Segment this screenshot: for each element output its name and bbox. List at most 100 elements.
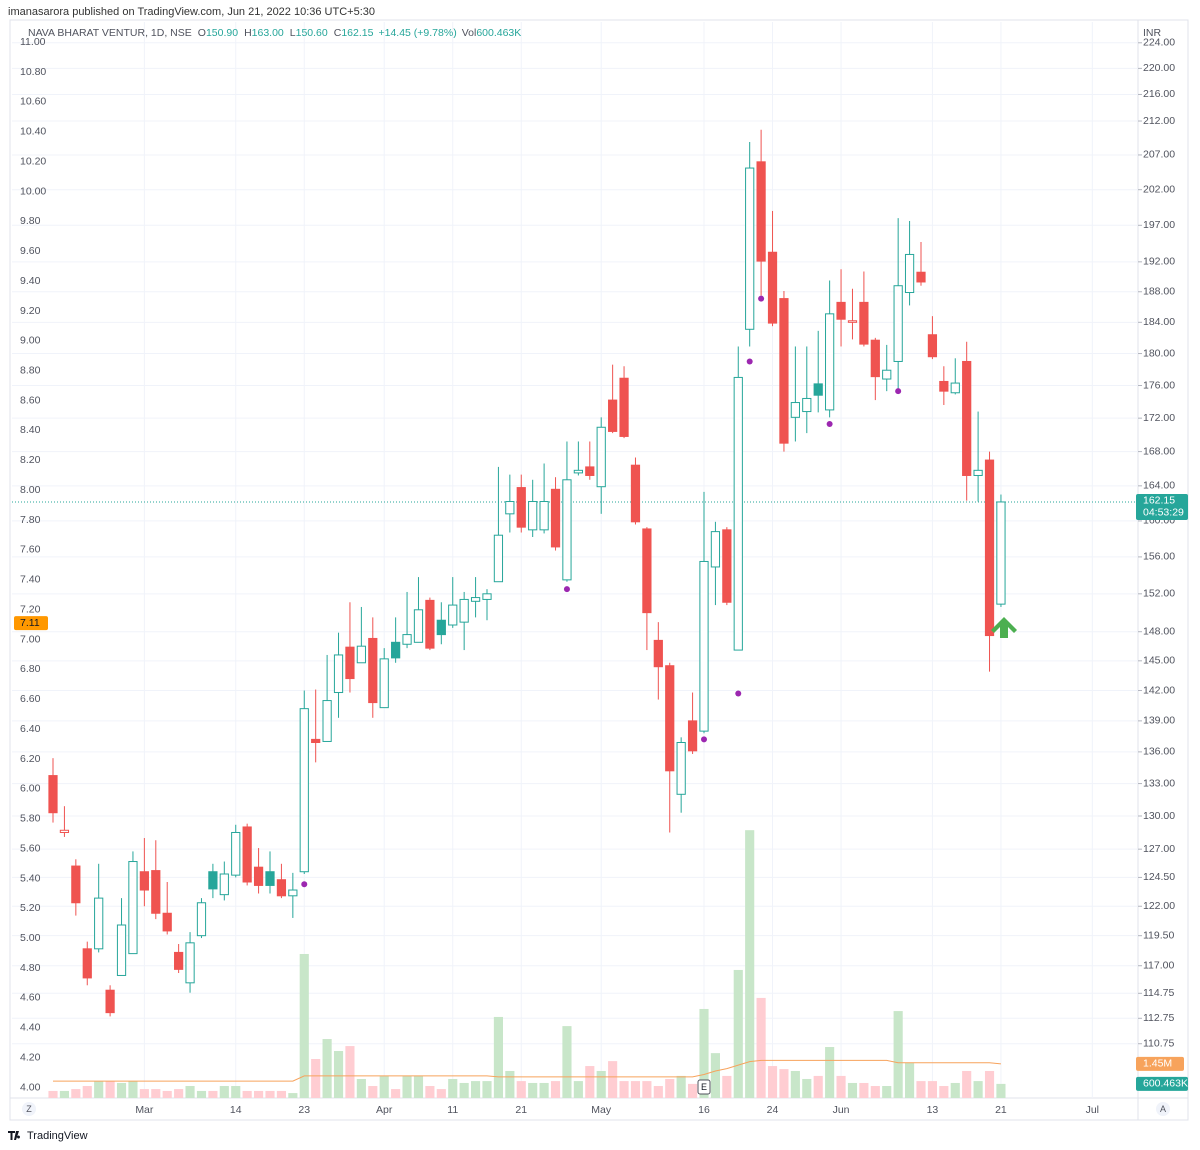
scale-button[interactable]: Z xyxy=(26,1104,32,1114)
y-tick-label: 202.00 xyxy=(1143,183,1175,195)
candle-body xyxy=(482,593,492,600)
candle-body xyxy=(904,253,915,294)
candle-body xyxy=(253,866,264,886)
candle-body xyxy=(219,873,229,896)
candle-body xyxy=(859,301,869,345)
volume-bar xyxy=(688,1083,698,1098)
candle-body xyxy=(71,865,81,904)
candle-body xyxy=(470,597,481,602)
y2-tick-label: 4.60 xyxy=(20,992,41,1004)
y2-tick-label: 10.20 xyxy=(20,155,46,167)
volume-bar xyxy=(779,1069,789,1098)
tradingview-logo xyxy=(8,1131,21,1140)
y2-tick-label: 7.00 xyxy=(20,633,41,645)
candle-body xyxy=(585,466,595,476)
y2-tick-label: 6.80 xyxy=(20,663,41,675)
x-tick-label: Mar xyxy=(135,1104,154,1116)
volume-bar xyxy=(539,1082,549,1098)
y2-last-box xyxy=(14,616,48,631)
scale-button[interactable]: A xyxy=(1160,1104,1166,1114)
candle-body xyxy=(391,641,401,659)
currency-label: INR xyxy=(1143,27,1162,39)
y-tick-label: 168.00 xyxy=(1143,445,1175,457)
y2-tick-label: 4.20 xyxy=(20,1051,41,1063)
y-tick-label: 164.00 xyxy=(1143,480,1175,492)
y-tick-label: 133.00 xyxy=(1143,777,1175,789)
candle-body xyxy=(368,637,378,704)
candle-body xyxy=(299,708,309,873)
volume-bar xyxy=(699,1008,709,1098)
candle-body xyxy=(722,529,732,603)
signal-dot xyxy=(301,881,308,888)
y2-tick-label: 8.20 xyxy=(20,454,41,466)
volume-bar xyxy=(482,1081,492,1098)
candle-body xyxy=(413,609,424,643)
candle-body xyxy=(653,639,663,668)
y-tick-label: 216.00 xyxy=(1143,88,1175,100)
y-tick-label: 124.50 xyxy=(1143,871,1175,883)
volume-bar xyxy=(939,1086,949,1098)
volume-bar xyxy=(231,1086,241,1098)
y2-tick-label: 6.00 xyxy=(20,783,41,795)
volume-bar xyxy=(882,1086,892,1098)
candle-body xyxy=(882,369,892,380)
volume-bar xyxy=(676,1075,686,1098)
volume-bar xyxy=(356,1078,366,1098)
x-tick-label: 21 xyxy=(515,1104,527,1116)
candle-body xyxy=(185,942,195,984)
scale-button-bg xyxy=(1156,1102,1170,1116)
candle-body xyxy=(116,924,127,976)
volume-bar xyxy=(322,1039,332,1098)
published-note: imanasarora published on TradingView.com… xyxy=(8,6,375,18)
legend-change: +14.45 (+9.78%) xyxy=(378,27,456,39)
volume-bar xyxy=(528,1082,538,1098)
candle-body xyxy=(710,531,721,568)
legend-value: 150.60 xyxy=(296,27,328,39)
y-tick-label: 119.50 xyxy=(1143,929,1174,941)
volume-bar xyxy=(379,1075,389,1098)
volume-bar xyxy=(984,1070,995,1098)
volume-bar xyxy=(368,1086,378,1098)
candle-body xyxy=(356,645,366,664)
volume-bar xyxy=(311,1059,321,1098)
y-tick-label: 207.00 xyxy=(1143,149,1175,161)
volume-bar xyxy=(139,1089,149,1098)
x-tick-label: 23 xyxy=(298,1104,310,1116)
candle-body xyxy=(893,285,903,362)
candle-body xyxy=(516,487,526,528)
candle-body xyxy=(208,871,218,890)
volume-bar xyxy=(665,1078,675,1098)
candle-body xyxy=(790,402,800,418)
volume-bar xyxy=(962,1070,972,1098)
candle-body xyxy=(288,889,298,897)
volume-bar xyxy=(391,1089,401,1098)
volume-bar xyxy=(859,1082,869,1098)
y2-tick-label: 7.80 xyxy=(20,514,41,526)
volume-bar xyxy=(630,1081,641,1098)
footer-brand: TradingView xyxy=(27,1130,88,1142)
y2-tick-label: 8.80 xyxy=(20,364,41,376)
x-tick-label: Jun xyxy=(833,1104,850,1116)
y2-tick-label: 10.00 xyxy=(20,185,46,197)
candle-body xyxy=(573,469,583,474)
candle-body xyxy=(984,459,995,637)
candle-body xyxy=(676,742,686,795)
volume-bar xyxy=(813,1075,823,1098)
candle-body xyxy=(105,989,115,1014)
x-tick-label: Jul xyxy=(1086,1104,1099,1116)
volume-bar xyxy=(162,1090,172,1098)
volume-bar xyxy=(619,1081,629,1098)
candle-body xyxy=(756,161,766,262)
candle-body xyxy=(836,301,846,320)
y-tick-label: 172.00 xyxy=(1143,412,1175,424)
volume-bar xyxy=(836,1075,846,1098)
volume-bar xyxy=(333,1051,344,1098)
candle-body xyxy=(333,654,344,694)
candle-body xyxy=(322,700,332,742)
volume-ma-label: 1.45M xyxy=(1143,1058,1172,1070)
candle-body xyxy=(745,167,755,330)
volume-bar xyxy=(733,969,743,1098)
volume-last-label: 600.463K xyxy=(1143,1078,1188,1090)
candle-body xyxy=(847,320,858,323)
volume-bar xyxy=(413,1075,424,1098)
